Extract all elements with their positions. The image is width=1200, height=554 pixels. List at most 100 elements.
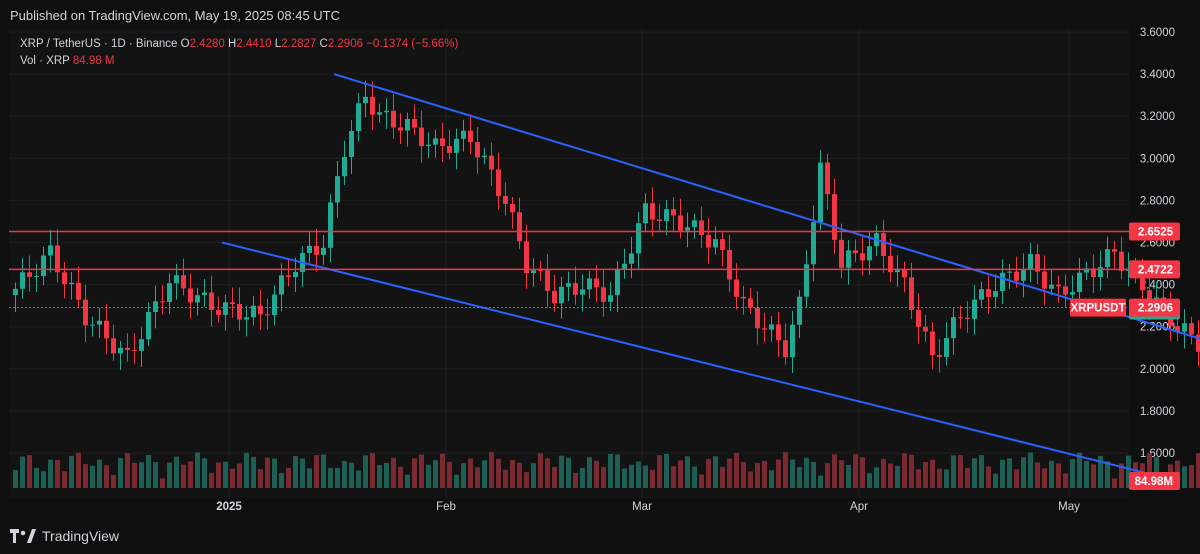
- volume-bar: [902, 453, 907, 488]
- candle-body: [230, 302, 235, 305]
- candle-body: [769, 324, 774, 330]
- candle-body: [888, 255, 893, 273]
- y-tick-label: 2.2000: [1140, 322, 1175, 334]
- candle-body: [461, 130, 466, 139]
- volume-bar: [1196, 453, 1200, 488]
- volume-bar: [335, 467, 340, 488]
- volume-bar: [1147, 453, 1152, 488]
- volume-bar: [1091, 464, 1096, 488]
- candle-body: [433, 138, 438, 145]
- candle-body: [1189, 323, 1194, 335]
- candle-body: [650, 203, 655, 220]
- candle-body: [118, 347, 123, 354]
- candle-body: [685, 227, 690, 231]
- candle-body: [734, 279, 739, 297]
- volume-bar: [1077, 452, 1082, 488]
- candle-body: [384, 110, 389, 113]
- volume-bar: [1182, 466, 1187, 488]
- volume-bar: [230, 468, 235, 488]
- candle-body: [1105, 249, 1110, 268]
- candle-body: [1182, 323, 1187, 332]
- volume-bar: [545, 458, 550, 488]
- volume-bar: [713, 456, 718, 488]
- candle-body: [839, 239, 844, 268]
- volume-bar: [426, 464, 431, 488]
- candle-body: [608, 295, 613, 302]
- volume-bar: [447, 461, 452, 488]
- chart-panel[interactable]: [9, 28, 1129, 498]
- candle-body: [853, 250, 858, 254]
- volume-bar: [1049, 460, 1054, 488]
- x-tick-label: Feb: [436, 501, 456, 513]
- volume-bar: [188, 461, 193, 488]
- volume-bar: [1189, 465, 1194, 488]
- candle-body: [804, 264, 809, 297]
- volume-bar: [419, 454, 424, 488]
- volume-bar: [846, 464, 851, 488]
- volume-bar: [41, 471, 46, 488]
- volume-bar: [818, 475, 823, 488]
- candle-body: [741, 296, 746, 299]
- candle-body: [209, 292, 214, 310]
- volume-bar: [825, 463, 830, 488]
- volume-bar: [174, 456, 179, 488]
- volume-bar: [727, 458, 732, 488]
- volume-bar: [965, 467, 970, 488]
- candle-body: [237, 304, 242, 320]
- volume-legend: Vol · XRP 84.98 M: [20, 55, 114, 67]
- candle-body: [916, 310, 921, 327]
- candle-body: [811, 222, 816, 265]
- volume-bar: [874, 467, 879, 488]
- candle-body: [671, 209, 676, 216]
- volume-bar: [930, 459, 935, 488]
- volume-bar: [293, 455, 298, 488]
- candle-body: [615, 268, 620, 296]
- candle-body: [69, 282, 74, 285]
- channel-line: [221, 241, 1168, 480]
- volume-bar: [468, 458, 473, 488]
- candle-body: [202, 292, 207, 296]
- volume-bar: [811, 461, 816, 488]
- volume-bar: [272, 458, 277, 488]
- volume-bar: [146, 454, 151, 488]
- footer-brand: TradingView: [10, 528, 119, 544]
- volume-bar: [62, 471, 67, 488]
- level-tag: [1129, 260, 1180, 279]
- volume-bar: [790, 459, 795, 488]
- volume-bar: [573, 473, 578, 488]
- volume-bar: [888, 463, 893, 488]
- volume-bar: [972, 458, 977, 488]
- candle-body: [1070, 292, 1075, 295]
- candle-body: [426, 144, 431, 147]
- candle-body: [167, 283, 172, 302]
- y-tick-label: 3.4000: [1140, 69, 1175, 81]
- candle-body: [398, 127, 403, 131]
- candle-body: [573, 283, 578, 295]
- volume-label[interactable]: Vol · XRP: [20, 55, 70, 67]
- candle-body: [1196, 334, 1200, 352]
- volume-bar: [629, 464, 634, 488]
- volume-bar: [552, 466, 557, 488]
- candle-body: [783, 340, 788, 358]
- candle-body: [454, 138, 459, 153]
- candle-body: [1000, 272, 1005, 292]
- volume-bar: [671, 466, 676, 488]
- high-value: 2.4410: [236, 38, 272, 50]
- candle-body: [832, 194, 837, 240]
- volume-bar: [433, 460, 438, 488]
- candle-body: [335, 176, 340, 203]
- candle-body: [174, 275, 179, 284]
- candle-body: [1112, 249, 1117, 252]
- candle-body: [692, 220, 697, 228]
- volume-bar: [69, 455, 74, 488]
- symbol-name[interactable]: XRP / TetherUS · 1D · Binance: [20, 38, 178, 50]
- candle-body: [720, 239, 725, 250]
- candle-body: [279, 275, 284, 295]
- candle-body: [601, 287, 606, 302]
- volume-bar: [650, 469, 655, 488]
- volume-bar: [580, 467, 585, 488]
- candle-body: [699, 220, 704, 235]
- volume-bar: [587, 457, 592, 488]
- volume-bar: [909, 454, 914, 488]
